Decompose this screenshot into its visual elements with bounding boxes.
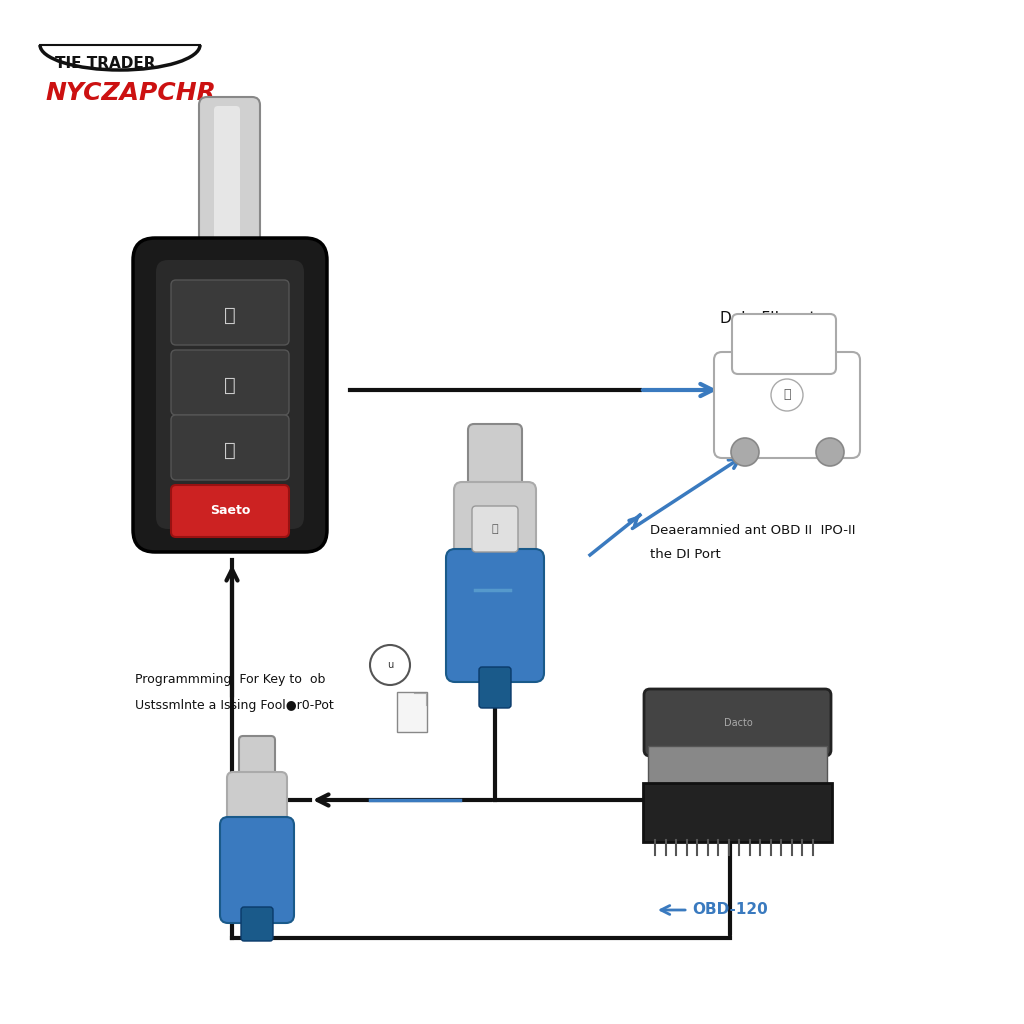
Text: TIE TRADER: TIE TRADER [55,56,156,71]
Text: Ustssmlnte a Issing Fool●r0-Pot: Ustssmlnte a Issing Fool●r0-Pot [135,698,334,712]
FancyBboxPatch shape [220,817,294,923]
FancyBboxPatch shape [241,907,273,941]
FancyBboxPatch shape [472,506,518,552]
FancyBboxPatch shape [239,736,275,790]
Circle shape [771,379,803,411]
FancyBboxPatch shape [479,667,511,708]
Text: ⚿: ⚿ [224,440,236,460]
Text: Saeto: Saeto [210,505,250,517]
FancyBboxPatch shape [732,314,836,374]
FancyBboxPatch shape [644,689,831,756]
FancyBboxPatch shape [171,280,289,345]
Text: ⚿: ⚿ [224,376,236,394]
Text: u: u [387,660,393,670]
Circle shape [731,438,759,466]
Text: NYCZAPCHR: NYCZAPCHR [45,81,216,105]
Text: ⚿: ⚿ [783,388,791,401]
FancyBboxPatch shape [454,482,536,578]
Circle shape [816,438,844,466]
Text: OBD-120: OBD-120 [692,902,768,918]
FancyBboxPatch shape [468,424,522,506]
Text: Dacto: Dacto [724,718,753,728]
Text: the DI Port: the DI Port [650,549,721,561]
FancyBboxPatch shape [446,549,544,682]
Circle shape [370,645,410,685]
FancyBboxPatch shape [648,746,827,790]
FancyBboxPatch shape [214,106,240,284]
FancyBboxPatch shape [714,352,860,458]
FancyBboxPatch shape [156,260,304,529]
FancyBboxPatch shape [133,238,327,552]
Text: ⚿: ⚿ [492,524,499,534]
Text: Deaeramnied ant OBD II  IPO-II: Deaeramnied ant OBD II IPO-II [650,523,855,537]
Text: DelerFII port: DelerFII port [720,310,815,326]
FancyBboxPatch shape [171,485,289,537]
FancyBboxPatch shape [643,783,831,842]
Text: ⚿: ⚿ [224,305,236,325]
FancyBboxPatch shape [397,692,427,732]
FancyBboxPatch shape [171,415,289,480]
FancyBboxPatch shape [171,350,289,415]
FancyBboxPatch shape [227,772,287,839]
FancyBboxPatch shape [199,97,260,293]
Text: Programmming. For Key to  ob: Programmming. For Key to ob [135,674,326,686]
